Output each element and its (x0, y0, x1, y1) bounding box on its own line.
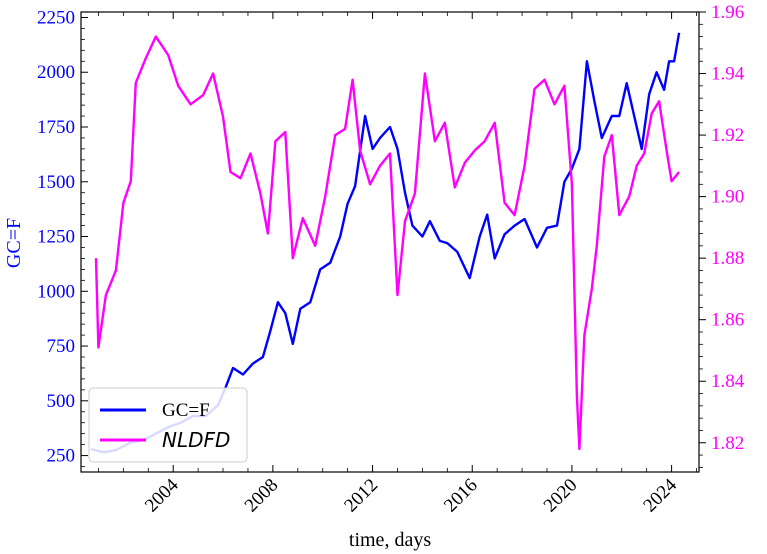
plot-frame (80, 11, 700, 473)
x-tick-label: 2012 (340, 475, 382, 517)
x-tick-label: 2008 (241, 475, 283, 517)
left-y-tick-label: 1250 (37, 227, 75, 248)
left-y-tick-label: 500 (47, 391, 76, 412)
right-y-tick-label: 1.86 (711, 310, 744, 331)
right-y-tick-label: 1.84 (711, 371, 745, 392)
right-y-axis: 1.82 1.84 1.86 1.88 1.90 1.92 1.94 1.96 (699, 2, 745, 468)
left-y-tick-label: 250 (47, 446, 76, 467)
right-y-tick-label: 1.92 (711, 125, 744, 146)
x-tick-label: 2020 (540, 475, 582, 517)
legend: GC=F NLDFD (88, 387, 248, 463)
x-tick-label: 2016 (440, 475, 482, 517)
left-y-axis: 250 500 750 1000 1250 1500 1750 2000 2250 (37, 7, 88, 467)
left-y-tick-label: 2000 (37, 62, 75, 83)
left-y-axis-title: GC=F (3, 218, 25, 268)
legend-box (88, 387, 248, 463)
x-tick-label: 2004 (141, 474, 183, 516)
right-y-tick-label: 1.82 (711, 433, 744, 454)
legend-label-gcf: GC=F (162, 400, 210, 421)
plot-border (80, 11, 700, 473)
left-y-tick-label: 750 (47, 336, 76, 357)
left-y-tick-label: 1750 (37, 117, 75, 138)
right-y-tick-label: 1.88 (711, 248, 744, 269)
right-y-tick-label: 1.90 (711, 187, 744, 208)
right-y-tick-label: 1.96 (711, 2, 744, 23)
left-y-tick-label: 1500 (37, 172, 75, 193)
left-y-tick-label: 1000 (37, 281, 75, 302)
legend-label-nldfd: NLDFD (162, 428, 230, 452)
left-y-tick-label: 2250 (37, 7, 75, 28)
x-axis-title: time, days (349, 529, 431, 551)
series-line-nldfd (94, 35, 681, 451)
right-y-tick-label: 1.94 (711, 64, 745, 85)
x-tick-label: 2024 (639, 474, 681, 516)
